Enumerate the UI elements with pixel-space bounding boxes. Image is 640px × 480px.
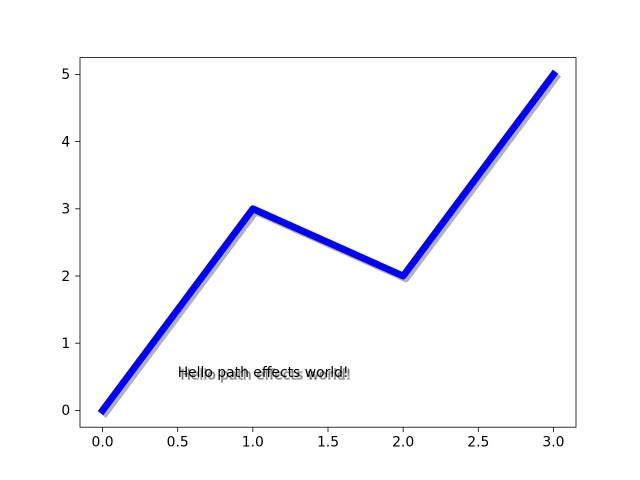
x-tick-label: 3.0 xyxy=(542,435,564,451)
annotation-shadow-text: Hello path effects world! xyxy=(180,368,351,384)
x-tick-label: 0.5 xyxy=(167,435,189,451)
x-tick-label: 2.5 xyxy=(467,435,489,451)
y-tick-label: 5 xyxy=(61,67,70,83)
x-tick-label: 2.0 xyxy=(392,435,414,451)
data-line xyxy=(97,69,559,416)
y-tick-label: 0 xyxy=(61,403,70,419)
x-tick-label: 0.0 xyxy=(91,435,113,451)
y-tick-label: 4 xyxy=(61,134,70,150)
y-tick-label: 1 xyxy=(61,336,70,352)
x-tick-label: 1.0 xyxy=(242,435,264,451)
y-tick-label: 2 xyxy=(61,269,70,285)
x-tick-label: 1.5 xyxy=(317,435,339,451)
y-tick-label: 3 xyxy=(61,202,70,218)
annotation-text: Hello path effects world! xyxy=(178,365,349,381)
